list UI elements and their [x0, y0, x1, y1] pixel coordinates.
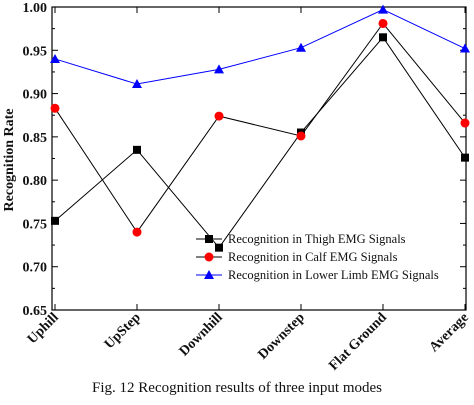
x-tick-label: UpStep	[102, 310, 144, 352]
data-point-circle	[378, 18, 388, 28]
data-point-circle	[296, 131, 306, 141]
data-point-triangle	[50, 53, 60, 63]
legend-item: Recognition in Calf EMG Signals	[196, 250, 398, 264]
x-tick-label: Flat Ground	[326, 310, 390, 374]
data-point-circle	[50, 103, 60, 113]
y-tick-label: 0.90	[23, 88, 48, 103]
series-line	[54, 36, 466, 249]
data-point-triangle	[296, 42, 306, 52]
y-axis-label: Recognition Rate	[2, 108, 17, 211]
y-tick-label: 0.70	[23, 261, 48, 276]
figure-caption: Fig. 12 Recognition results of three inp…	[92, 380, 382, 396]
data-point-square	[379, 33, 387, 42]
x-tick-label: Average	[427, 310, 472, 355]
series-2	[50, 18, 470, 237]
data-point-circle	[204, 252, 214, 262]
data-point-square	[133, 145, 141, 154]
y-tick-label: 0.80	[23, 174, 48, 189]
legend-label: Recognition in Thigh EMG Signals	[228, 232, 406, 246]
legend: Recognition in Thigh EMG Signals Recognit…	[196, 232, 439, 282]
data-point-square	[51, 216, 59, 225]
data-point-triangle	[132, 79, 142, 89]
data-point-square	[215, 243, 223, 252]
y-tick-label: 1.00	[23, 1, 48, 16]
data-point-triangle	[460, 43, 470, 53]
legend-item: Recognition in Lower Limb EMG Signals	[196, 268, 439, 282]
data-point-triangle	[378, 4, 388, 14]
data-point-circle	[132, 227, 142, 237]
data-point-square	[205, 235, 213, 243]
x-tick-label: Downhill	[177, 310, 226, 359]
y-tick-label: 0.75	[23, 217, 48, 232]
x-tick-label: Downstep	[255, 310, 308, 363]
data-point-triangle	[214, 64, 224, 74]
series-layer	[50, 4, 470, 252]
y-tick-label: 0.65	[23, 304, 48, 319]
data-point-circle	[214, 111, 224, 121]
legend-item: Recognition in Thigh EMG Signals	[196, 232, 406, 246]
data-point-square	[461, 153, 469, 162]
series-line	[54, 22, 466, 233]
legend-label: Recognition in Lower Limb EMG Signals	[228, 268, 439, 282]
plot-frame	[51, 6, 467, 311]
y-tick-label: 0.95	[23, 44, 48, 59]
legend-label: Recognition in Calf EMG Signals	[228, 250, 398, 264]
series-1	[51, 33, 469, 252]
data-point-triangle	[204, 270, 214, 279]
series-line	[54, 9, 466, 85]
series-3	[50, 4, 470, 89]
data-point-circle	[460, 118, 470, 128]
y-tick-label: 0.85	[23, 131, 48, 146]
